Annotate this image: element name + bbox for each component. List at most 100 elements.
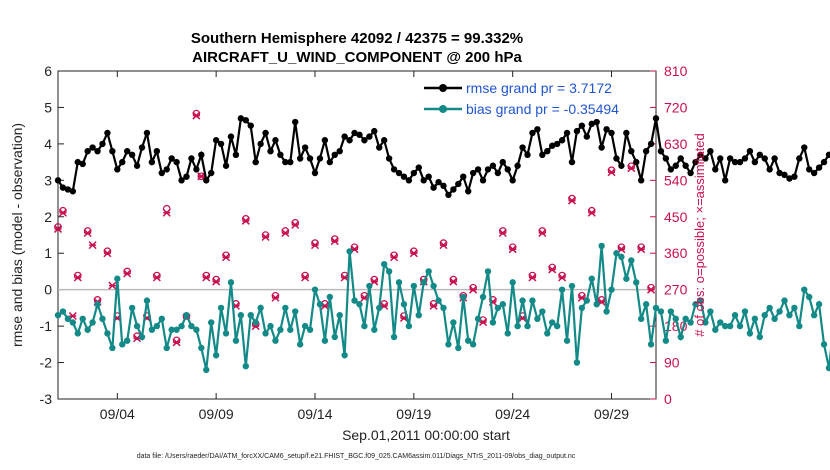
obs-assimilated-point — [310, 241, 320, 250]
obs-assimilated-point — [83, 228, 92, 238]
series-point-rmse — [306, 155, 314, 162]
series-point-bias — [529, 297, 536, 304]
series-point-bias — [54, 311, 62, 319]
series-point-bias — [746, 330, 754, 337]
obs-assimilated-point — [508, 245, 517, 254]
series-point-bias — [232, 337, 240, 344]
series-point-rmse — [94, 147, 101, 155]
series-point-bias — [380, 260, 388, 268]
x-tick-label: 09/14 — [297, 406, 332, 422]
series-point-bias — [637, 315, 645, 323]
obs-assimilated-point — [222, 253, 231, 262]
series-point-bias — [623, 275, 630, 282]
series-point-rmse — [504, 166, 511, 173]
obs-assimilated-point — [192, 111, 201, 120]
obs-assimilated-point — [647, 285, 656, 294]
series-point-bias — [712, 326, 719, 333]
series-point-bias — [203, 366, 210, 374]
series-point-bias — [598, 242, 605, 250]
obs-possible-point — [261, 231, 270, 239]
plot-frame — [57, 70, 657, 400]
series-point-bias — [721, 322, 729, 330]
series-point-rmse — [623, 129, 630, 137]
series-point-rmse — [351, 129, 358, 137]
series-point-bias — [702, 319, 709, 326]
chart-subtitle: AIRCRAFT_U_WIND_COMPONENT @ 200 hPa — [192, 49, 522, 66]
series-point-rmse — [158, 169, 165, 177]
obs-assimilated-point — [607, 168, 616, 177]
obs-assimilated-point — [370, 277, 379, 286]
series-point-rmse — [499, 158, 506, 166]
series-point-rmse — [148, 158, 156, 166]
obs-possible-point — [103, 247, 112, 255]
series-point-rmse — [756, 151, 763, 159]
series-point-bias — [89, 319, 96, 326]
y-left-tick-label: 1 — [44, 245, 52, 261]
series-point-bias — [544, 330, 551, 337]
series-point-rmse — [469, 169, 477, 177]
obs-assimilated-point — [538, 228, 547, 238]
series-point-bias — [578, 304, 586, 312]
series-point-rmse — [277, 151, 284, 159]
series-point-rmse — [637, 177, 645, 184]
series-point-rmse — [262, 129, 269, 137]
series-point-bias — [786, 311, 793, 319]
series-point-rmse — [163, 166, 170, 173]
obs-possible-point — [390, 251, 398, 260]
series-point-bias — [212, 352, 220, 359]
legend-marker-bias — [439, 105, 447, 113]
obs-assimilated-point — [637, 245, 646, 254]
series-group — [54, 115, 830, 374]
series-point-rmse — [647, 140, 655, 148]
series-point-bias — [247, 311, 254, 319]
series-point-bias — [94, 301, 101, 308]
series-point-rmse — [509, 177, 516, 184]
series-point-bias — [405, 322, 413, 330]
series-point-bias — [761, 311, 768, 319]
series-point-bias — [603, 308, 610, 315]
obs-assimilated-point — [409, 249, 418, 258]
x-tick-label: 09/09 — [199, 406, 234, 422]
series-point-rmse — [791, 173, 798, 180]
series-point-bias — [104, 330, 111, 337]
series-point-bias — [341, 352, 348, 359]
obs-assimilated-point — [108, 281, 117, 290]
series-point-bias — [188, 322, 195, 330]
series-point-bias — [99, 315, 106, 323]
series-point-rmse — [380, 137, 388, 144]
series-point-bias — [494, 304, 502, 312]
series-point-rmse — [222, 162, 230, 169]
series-point-rmse — [741, 155, 749, 162]
series-point-rmse — [356, 131, 363, 138]
series-point-bias — [311, 286, 319, 293]
series-point-bias — [791, 304, 798, 312]
series-point-bias — [163, 344, 170, 352]
series-point-bias — [296, 341, 304, 348]
series-point-bias — [657, 308, 665, 315]
obs-assimilated-point — [162, 208, 171, 217]
y-left-tick-label: 0 — [44, 282, 52, 298]
obs-possible-point — [73, 271, 82, 280]
obs-possible-point — [469, 283, 477, 292]
series-point-rmse — [810, 169, 818, 177]
series-point-bias — [776, 308, 783, 315]
series-point-rmse — [366, 133, 373, 140]
series-point-bias — [489, 319, 497, 326]
obs-possible-point — [83, 227, 92, 235]
series-point-rmse — [751, 158, 759, 166]
obs-assimilated-point — [202, 273, 211, 282]
series-point-rmse — [539, 151, 546, 159]
series-point-rmse — [247, 122, 254, 129]
series-point-bias — [633, 279, 640, 286]
series-point-bias — [361, 322, 368, 330]
series-point-rmse — [183, 173, 190, 180]
series-point-rmse — [460, 173, 467, 180]
obs-possible-point — [587, 206, 596, 215]
series-point-bias — [109, 344, 116, 352]
series-point-bias — [336, 311, 343, 319]
series-point-rmse — [563, 129, 571, 137]
series-point-bias — [642, 301, 650, 308]
series-point-rmse — [143, 129, 151, 137]
x-tick-label: 09/24 — [495, 406, 530, 422]
series-point-rmse — [390, 166, 398, 173]
